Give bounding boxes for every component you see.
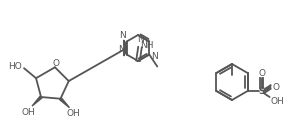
- Text: OH: OH: [271, 96, 285, 106]
- Text: N: N: [151, 52, 158, 61]
- Text: N: N: [120, 31, 126, 40]
- Text: N: N: [137, 34, 143, 43]
- Text: NH: NH: [140, 42, 154, 50]
- Text: O: O: [272, 83, 279, 91]
- Text: OH: OH: [67, 109, 80, 118]
- Text: O: O: [258, 70, 265, 79]
- Text: HO: HO: [8, 62, 22, 71]
- Text: O: O: [52, 59, 59, 68]
- Polygon shape: [32, 96, 42, 106]
- Text: N: N: [118, 46, 125, 54]
- Polygon shape: [60, 98, 69, 108]
- Text: OH: OH: [21, 108, 35, 116]
- Text: S: S: [258, 87, 265, 95]
